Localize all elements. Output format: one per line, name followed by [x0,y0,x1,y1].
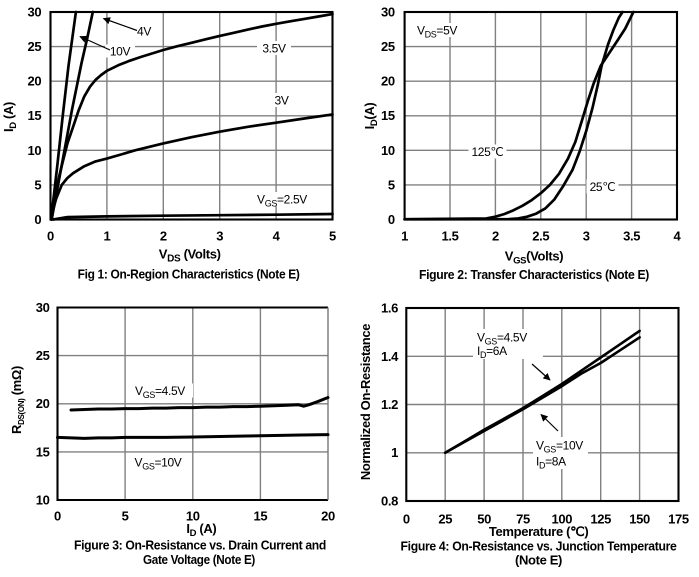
svg-text:0: 0 [47,229,54,244]
svg-text:20: 20 [381,74,395,89]
svg-text:5: 5 [34,177,41,192]
svg-text:0.8: 0.8 [381,494,398,509]
svg-text:1.6: 1.6 [381,301,398,316]
svg-text:10V: 10V [110,44,131,58]
svg-text:25: 25 [438,511,452,526]
svg-text:4: 4 [674,229,682,244]
svg-text:1: 1 [103,229,110,244]
svg-text:4V: 4V [137,24,151,38]
svg-text:15: 15 [36,444,50,459]
svg-text:15: 15 [254,509,268,524]
svg-text:4: 4 [273,229,281,244]
svg-text:2.5: 2.5 [532,229,549,244]
svg-text:2: 2 [492,229,499,244]
svg-text:Figure 3: On-Resistance vs. Dr: Figure 3: On-Resistance vs. Drain Curren… [74,538,326,553]
svg-text:3: 3 [583,229,590,244]
svg-text:20: 20 [36,396,50,411]
svg-text:10: 10 [381,143,395,158]
svg-text:3V: 3V [275,93,289,107]
svg-text:1: 1 [391,445,398,460]
svg-text:3.5: 3.5 [623,229,640,244]
svg-text:Figure 2: Transfer Characteris: Figure 2: Transfer Characteristics (Note… [419,267,649,282]
svg-text:Normalized On-Resistance: Normalized On-Resistance [358,324,373,480]
svg-text:Figure 4: On-Resistance vs. Ju: Figure 4: On-Resistance vs. Junction Tem… [401,539,677,554]
svg-text:75: 75 [516,511,530,526]
svg-text:Fig 1: On-Region Characteristi: Fig 1: On-Region Characteristics (Note E… [78,267,300,282]
svg-text:VGS=10V: VGS=10V [536,439,583,455]
svg-text:175: 175 [668,511,689,526]
svg-text:50: 50 [477,511,491,526]
svg-text:20: 20 [321,509,335,524]
svg-text:30: 30 [381,5,395,20]
svg-text:0: 0 [54,509,61,524]
svg-text:30: 30 [36,300,50,315]
svg-text:3.5V: 3.5V [262,41,286,55]
svg-text:VGS=4.5V: VGS=4.5V [135,384,185,400]
svg-text:10: 10 [36,493,50,508]
svg-text:Gate Voltage (Note E): Gate Voltage (Note E) [143,552,255,567]
svg-text:10: 10 [186,509,200,524]
svg-text:125℃: 125℃ [471,145,503,159]
svg-text:2: 2 [160,229,167,244]
svg-text:5: 5 [329,229,336,244]
svg-text:0: 0 [388,212,395,227]
svg-text:125: 125 [590,511,611,526]
svg-text:0: 0 [34,212,41,227]
svg-text:150: 150 [629,511,650,526]
svg-text:25: 25 [28,39,42,54]
svg-text:VGS=10V: VGS=10V [135,455,182,471]
svg-text:25℃: 25℃ [590,180,616,194]
svg-text:25: 25 [36,348,50,363]
svg-text:1: 1 [401,229,408,244]
svg-text:15: 15 [28,108,42,123]
svg-text:10: 10 [28,143,42,158]
svg-text:30: 30 [28,5,42,20]
svg-text:3: 3 [216,229,223,244]
svg-text:5: 5 [388,177,395,192]
svg-text:VGS=2.5V: VGS=2.5V [257,192,307,208]
svg-text:15: 15 [381,108,395,123]
svg-text:20: 20 [28,74,42,89]
svg-text:0: 0 [403,511,410,526]
svg-text:1.5: 1.5 [441,229,458,244]
svg-text:5: 5 [122,509,129,524]
svg-text:100: 100 [551,511,572,526]
svg-text:1.2: 1.2 [381,397,398,412]
svg-text:Temperature (℃): Temperature (℃) [489,524,588,539]
svg-text:1.4: 1.4 [381,349,399,364]
svg-text:25: 25 [381,39,395,54]
svg-text:VDS=5V: VDS=5V [417,23,457,39]
svg-text:(Note E): (Note E) [515,552,562,567]
